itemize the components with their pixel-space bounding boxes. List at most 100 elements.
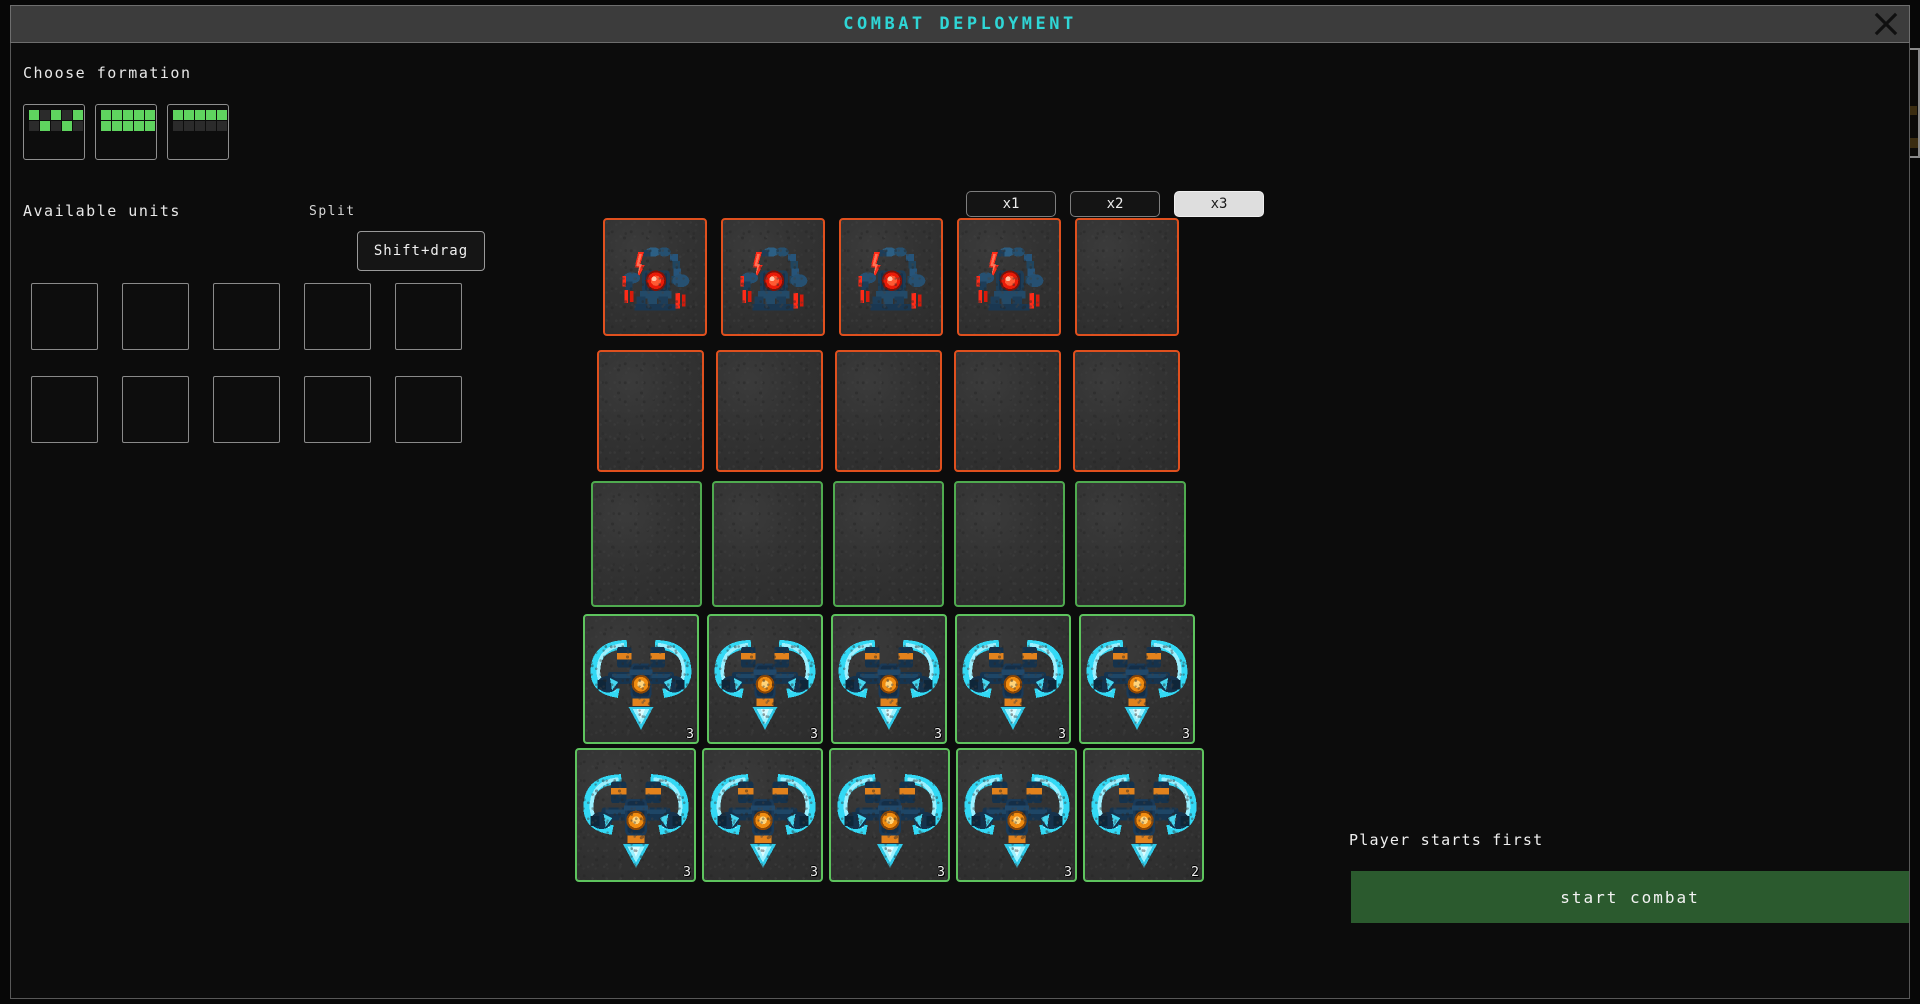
page-title: COMBAT DEPLOYMENT	[843, 14, 1077, 34]
player-mech-icon	[833, 760, 945, 870]
unit-slot-9[interactable]	[304, 376, 371, 443]
formation-cell-filled	[112, 110, 122, 120]
battle-tile-r4c1-player-mech[interactable]: 3	[583, 614, 699, 744]
battle-tile-r2c3-empty[interactable]	[835, 350, 942, 472]
formation-options	[23, 104, 229, 160]
battle-tile-r2c1-empty[interactable]	[597, 350, 704, 472]
battle-grid-row-3	[591, 481, 1186, 607]
battle-tile-r3c3-empty[interactable]	[833, 481, 944, 607]
stack-count-badge: 3	[810, 727, 818, 742]
battle-tile-r1c1-enemy-mech[interactable]	[603, 218, 707, 336]
battle-tile-r5c5-player-mech[interactable]: 2	[1083, 748, 1204, 882]
available-units-slots	[31, 283, 462, 443]
formation-cell-filled	[184, 110, 194, 120]
formation-cell-empty	[206, 121, 216, 131]
player-mech-icon	[1087, 760, 1199, 870]
multiplier-button-x2[interactable]: x2	[1070, 191, 1160, 217]
battle-tile-r2c2-empty[interactable]	[716, 350, 823, 472]
available-units-label: Available units	[23, 202, 181, 220]
split-shortcut-button[interactable]: Shift+drag	[357, 231, 485, 271]
battle-tile-r1c4-enemy-mech[interactable]	[957, 218, 1061, 336]
close-icon[interactable]	[1871, 9, 1901, 39]
stack-count-badge: 3	[810, 865, 818, 880]
battle-tile-r4c2-player-mech[interactable]: 3	[707, 614, 823, 744]
unit-slot-8[interactable]	[213, 376, 280, 443]
battle-tile-r3c5-empty[interactable]	[1075, 481, 1186, 607]
multiplier-button-x3[interactable]: x3	[1174, 191, 1264, 217]
stack-count-badge: 3	[686, 727, 694, 742]
battle-grid-row-1	[603, 218, 1179, 336]
battle-tile-r4c4-player-mech[interactable]: 3	[955, 614, 1071, 744]
player-mech-icon	[587, 626, 695, 732]
formation-cell-empty	[73, 121, 83, 131]
battle-tile-r3c1-empty[interactable]	[591, 481, 702, 607]
formation-cell-filled	[101, 110, 111, 120]
formation-cell-empty	[217, 121, 227, 131]
formation-cell-filled	[195, 110, 205, 120]
battle-tile-r5c3-player-mech[interactable]: 3	[829, 748, 950, 882]
formation-cell-empty	[173, 121, 183, 131]
stack-count-badge: 3	[1064, 865, 1072, 880]
multiplier-button-x1[interactable]: x1	[966, 191, 1056, 217]
formation-cell-filled	[62, 121, 72, 131]
turn-order-text: Player starts first	[1349, 831, 1544, 849]
unit-slot-1[interactable]	[31, 283, 98, 350]
unit-slot-3[interactable]	[213, 283, 280, 350]
battle-grid-row-2	[597, 350, 1180, 472]
unit-slot-4[interactable]	[304, 283, 371, 350]
formation-cell-empty	[195, 121, 205, 131]
formation-cell-filled	[206, 110, 216, 120]
unit-slot-6[interactable]	[31, 376, 98, 443]
formation-cell-filled	[29, 110, 39, 120]
battle-tile-r4c3-player-mech[interactable]: 3	[831, 614, 947, 744]
formation-option-1[interactable]	[23, 104, 85, 160]
formation-cell-filled	[173, 110, 183, 120]
formation-cell-filled	[73, 110, 83, 120]
formation-pattern-full-two-rows-formation	[101, 110, 155, 131]
formation-cell-filled	[112, 121, 122, 131]
battle-tile-r1c2-enemy-mech[interactable]	[721, 218, 825, 336]
formation-cell-filled	[51, 110, 61, 120]
player-mech-icon	[959, 626, 1067, 732]
unit-slot-2[interactable]	[122, 283, 189, 350]
start-combat-button[interactable]: start combat	[1351, 871, 1909, 923]
stack-count-badge: 3	[934, 727, 942, 742]
formation-cell-filled	[123, 110, 133, 120]
player-mech-icon	[706, 760, 818, 870]
modal-titlebar: COMBAT DEPLOYMENT	[10, 5, 1910, 43]
enemy-mech-icon	[850, 237, 932, 317]
formation-cell-empty	[62, 110, 72, 120]
choose-formation-label: Choose formation	[23, 64, 192, 82]
formation-cell-empty	[51, 121, 61, 131]
battle-tile-r5c2-player-mech[interactable]: 3	[702, 748, 823, 882]
formation-cell-filled	[134, 121, 144, 131]
battle-tile-r5c4-player-mech[interactable]: 3	[956, 748, 1077, 882]
formation-pattern-front-row-formation	[173, 110, 227, 131]
stack-count-badge: 3	[1058, 727, 1066, 742]
formation-option-3[interactable]	[167, 104, 229, 160]
battle-tile-r1c3-enemy-mech[interactable]	[839, 218, 943, 336]
stack-count-badge: 3	[683, 865, 691, 880]
unit-slot-5[interactable]	[395, 283, 462, 350]
battle-tile-r1c5-empty[interactable]	[1075, 218, 1179, 336]
battle-tile-r3c2-empty[interactable]	[712, 481, 823, 607]
battle-tile-r2c4-empty[interactable]	[954, 350, 1061, 472]
unit-slot-7[interactable]	[122, 376, 189, 443]
battle-grid-row-5: 3	[575, 748, 1204, 882]
battle-tile-r5c1-player-mech[interactable]: 3	[575, 748, 696, 882]
stack-multiplier-buttons: x1 x2 x3	[966, 191, 1264, 217]
player-mech-icon	[579, 760, 691, 870]
formation-cell-filled	[101, 121, 111, 131]
battle-tile-r4c5-player-mech[interactable]: 3	[1079, 614, 1195, 744]
formation-cell-filled	[123, 121, 133, 131]
unit-slot-10[interactable]	[395, 376, 462, 443]
formation-cell-filled	[217, 110, 227, 120]
battle-grid-row-4: 3	[583, 614, 1195, 744]
player-mech-icon	[960, 760, 1072, 870]
formation-option-2[interactable]	[95, 104, 157, 160]
battle-tile-r3c4-empty[interactable]	[954, 481, 1065, 607]
player-mech-icon	[835, 626, 943, 732]
battle-tile-r2c5-empty[interactable]	[1073, 350, 1180, 472]
modal-body: Choose formation Available units Split S…	[10, 43, 1910, 999]
